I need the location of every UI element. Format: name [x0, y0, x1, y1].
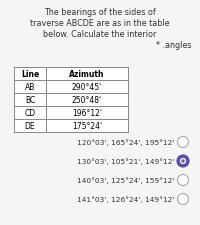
Text: 250°48': 250°48' — [72, 96, 102, 105]
Circle shape — [178, 194, 188, 205]
Text: The bearings of the sides of: The bearings of the sides of — [44, 8, 156, 17]
Circle shape — [178, 175, 188, 186]
Text: BC: BC — [25, 96, 35, 105]
Text: CD: CD — [24, 108, 36, 117]
Text: 140°03', 125°24', 159°12': 140°03', 125°24', 159°12' — [77, 177, 174, 184]
Text: Line: Line — [21, 70, 39, 79]
Text: 130°03', 105°21', 149°12': 130°03', 105°21', 149°12' — [77, 158, 174, 165]
Circle shape — [178, 137, 188, 148]
Text: 175°24': 175°24' — [72, 122, 102, 130]
Text: 196°12': 196°12' — [72, 108, 102, 117]
Circle shape — [181, 160, 185, 163]
Text: below. Calculate the interior: below. Calculate the interior — [43, 30, 157, 39]
Text: 120°03', 165°24', 195°12': 120°03', 165°24', 195°12' — [77, 139, 174, 146]
Text: DE: DE — [25, 122, 35, 130]
Text: AB: AB — [25, 83, 35, 92]
Text: traverse ABCDE are as in the table: traverse ABCDE are as in the table — [30, 19, 170, 28]
Text: 290°45': 290°45' — [72, 83, 102, 92]
Text: * .angles: * .angles — [156, 41, 192, 50]
Text: 141°03', 126°24', 149°12': 141°03', 126°24', 149°12' — [77, 196, 174, 202]
Text: Azimuth: Azimuth — [69, 70, 105, 79]
Circle shape — [178, 156, 188, 167]
FancyBboxPatch shape — [14, 68, 128, 132]
Circle shape — [180, 158, 186, 164]
